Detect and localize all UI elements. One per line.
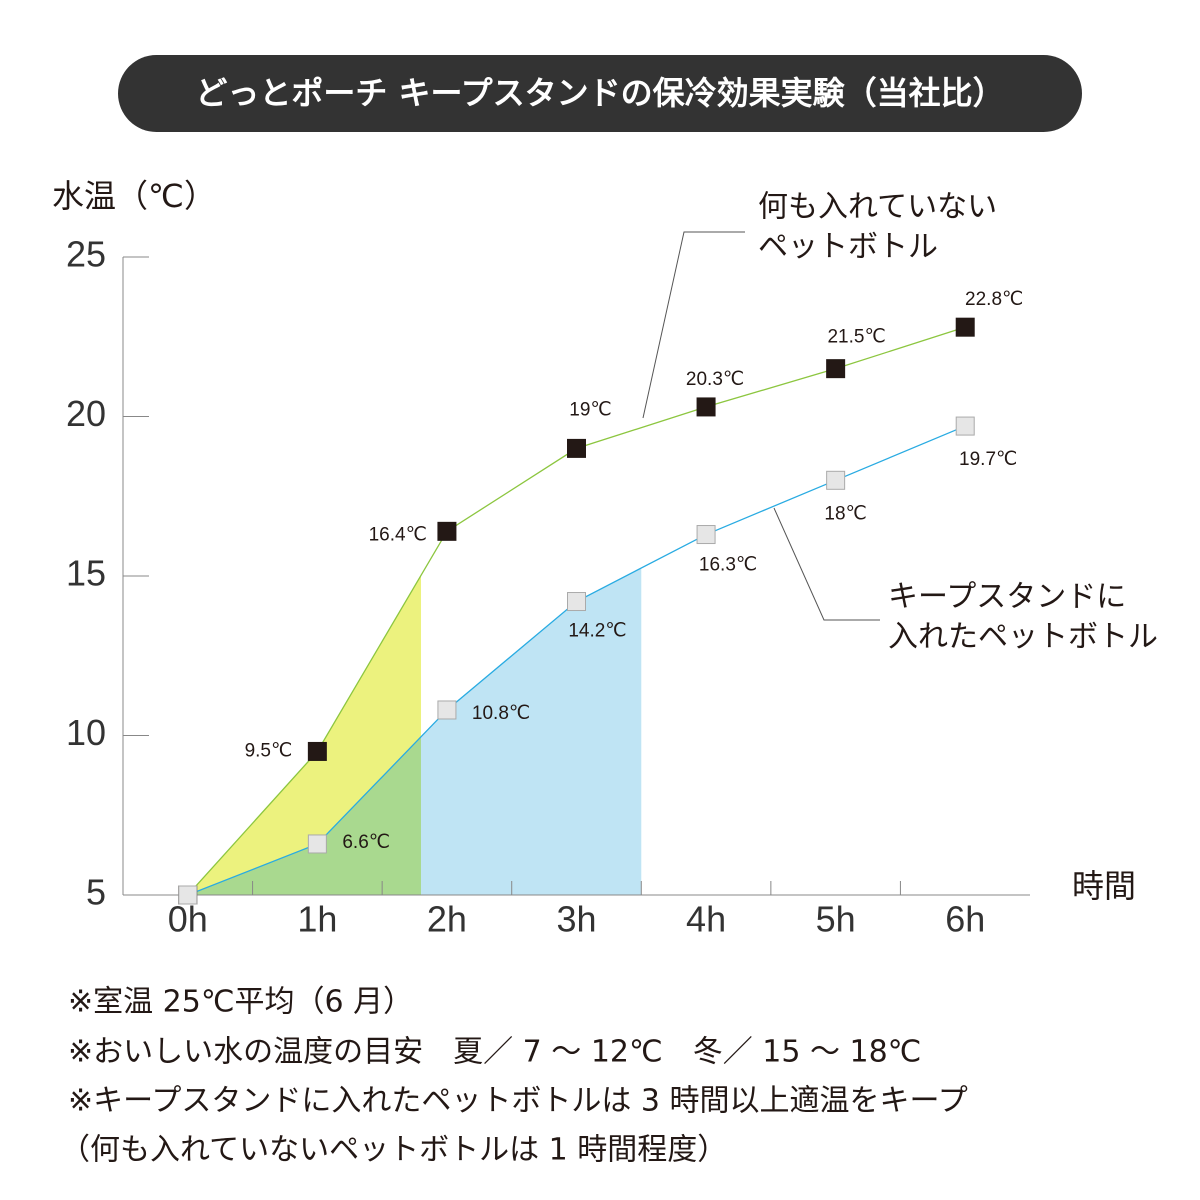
y-axis-label: 水温（℃）: [52, 177, 216, 215]
x-tick-label: 4h: [686, 899, 726, 940]
series-label: ペットボトル: [758, 230, 938, 265]
series-label: 何も入れていない: [758, 190, 997, 225]
title-banner: [118, 55, 1082, 132]
note: ※室温 25℃平均（6 月）: [68, 985, 413, 1020]
leader-line: [642, 231, 745, 419]
value-label: 21.5℃: [827, 327, 885, 348]
value-label: 6.6℃: [342, 832, 390, 853]
x-tick-label: 0h: [168, 899, 208, 940]
note: ※キープスタンドに入れたペットボトルは 3 時間以上適温をキープ: [68, 1084, 968, 1119]
note: ※おいしい水の温度の目安 夏／ 7 ～ 12℃ 冬／ 15 ～ 18℃: [68, 1035, 921, 1070]
value-label: 20.3℃: [686, 369, 744, 390]
marker: [567, 592, 586, 612]
y-tick-label: 5: [86, 872, 106, 913]
marker: [696, 397, 716, 417]
note: （何も入れていないペットボトルは 1 時間程度）: [60, 1133, 727, 1168]
marker: [826, 359, 846, 379]
y-tick-label: 10: [66, 712, 106, 753]
series-label: キープスタンドに: [888, 580, 1126, 615]
chart-title: どっとポーチ キープスタンドの保冷効果実験（当社比）: [195, 74, 1004, 112]
value-label: 22.8℃: [965, 289, 1023, 310]
series-label: 入れたペットボトル: [888, 620, 1158, 655]
marker: [955, 317, 975, 337]
value-label: 10.8℃: [472, 703, 530, 724]
x-tick-label: 6h: [945, 899, 985, 940]
value-label: 16.4℃: [369, 524, 427, 545]
y-tick-label: 15: [66, 553, 106, 594]
area: [421, 568, 642, 895]
value-label: 19.7℃: [959, 449, 1017, 470]
value-label: 18℃: [824, 503, 866, 524]
marker: [437, 700, 457, 720]
value-label: 19℃: [569, 399, 611, 420]
y-tick-label: 20: [66, 393, 106, 434]
x-tick-label: 1h: [297, 899, 337, 940]
marker: [955, 416, 975, 436]
marker: [178, 885, 198, 905]
marker: [696, 525, 716, 545]
marker: [567, 438, 586, 458]
value-label: 16.3℃: [699, 555, 757, 576]
x-axis-label: 時間: [1072, 867, 1136, 905]
leader-line: [773, 507, 880, 621]
value-label: 14.2℃: [568, 621, 626, 642]
x-tick-label: 2h: [427, 899, 467, 940]
marker: [307, 741, 327, 761]
marker: [437, 521, 457, 541]
area: [187, 736, 422, 895]
marker: [826, 470, 846, 490]
x-tick-label: 5h: [816, 899, 856, 940]
y-tick-label: 25: [66, 234, 106, 275]
value-label: 9.5℃: [245, 740, 293, 761]
x-tick-label: 3h: [556, 899, 596, 940]
marker: [307, 834, 327, 854]
